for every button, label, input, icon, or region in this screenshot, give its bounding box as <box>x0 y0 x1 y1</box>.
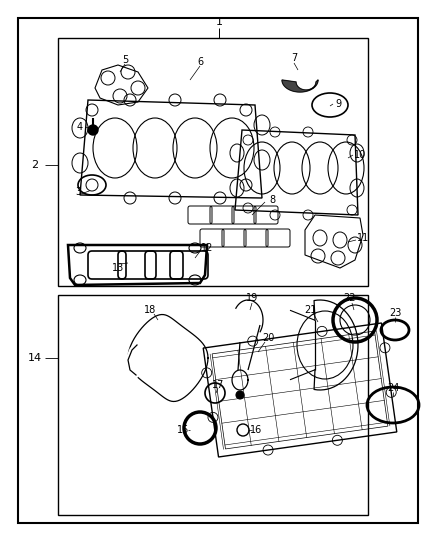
Text: 7: 7 <box>291 53 297 63</box>
Text: 24: 24 <box>387 383 399 393</box>
Text: 9: 9 <box>335 99 341 109</box>
Bar <box>58 295 368 515</box>
Text: 2: 2 <box>32 160 39 170</box>
Text: 19: 19 <box>246 293 258 303</box>
Ellipse shape <box>88 125 98 135</box>
Bar <box>58 38 368 286</box>
Text: 15: 15 <box>177 425 189 435</box>
Text: 21: 21 <box>304 305 316 315</box>
Ellipse shape <box>236 391 244 399</box>
Text: 1: 1 <box>215 17 223 27</box>
Text: 10: 10 <box>354 150 366 160</box>
Text: 18: 18 <box>144 305 156 315</box>
Text: 20: 20 <box>262 333 274 343</box>
Text: 6: 6 <box>197 57 203 67</box>
Text: 4: 4 <box>77 122 83 132</box>
Text: 8: 8 <box>269 195 275 205</box>
Text: 14: 14 <box>28 353 42 363</box>
Text: 13: 13 <box>112 263 124 273</box>
Text: 16: 16 <box>250 425 262 435</box>
Text: 23: 23 <box>389 308 401 318</box>
Polygon shape <box>282 80 318 92</box>
Text: 12: 12 <box>201 243 213 253</box>
Text: 17: 17 <box>212 380 224 390</box>
Text: 11: 11 <box>357 233 369 243</box>
Text: 5: 5 <box>122 55 128 65</box>
Text: 3: 3 <box>75 187 81 197</box>
Text: 22: 22 <box>344 293 356 303</box>
